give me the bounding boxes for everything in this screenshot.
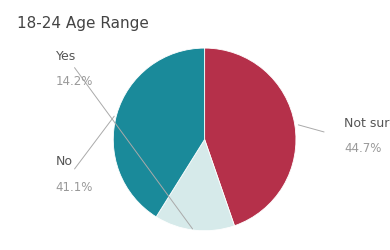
Wedge shape xyxy=(205,48,296,226)
Text: No: No xyxy=(56,155,73,168)
Text: 18-24 Age Range: 18-24 Age Range xyxy=(17,16,149,31)
Wedge shape xyxy=(113,48,205,217)
Text: 14.2%: 14.2% xyxy=(56,75,93,88)
Text: Not sure: Not sure xyxy=(344,117,390,130)
Text: 44.7%: 44.7% xyxy=(344,142,381,155)
Text: 41.1%: 41.1% xyxy=(56,181,93,194)
Text: Yes: Yes xyxy=(56,50,76,62)
Wedge shape xyxy=(156,140,234,231)
